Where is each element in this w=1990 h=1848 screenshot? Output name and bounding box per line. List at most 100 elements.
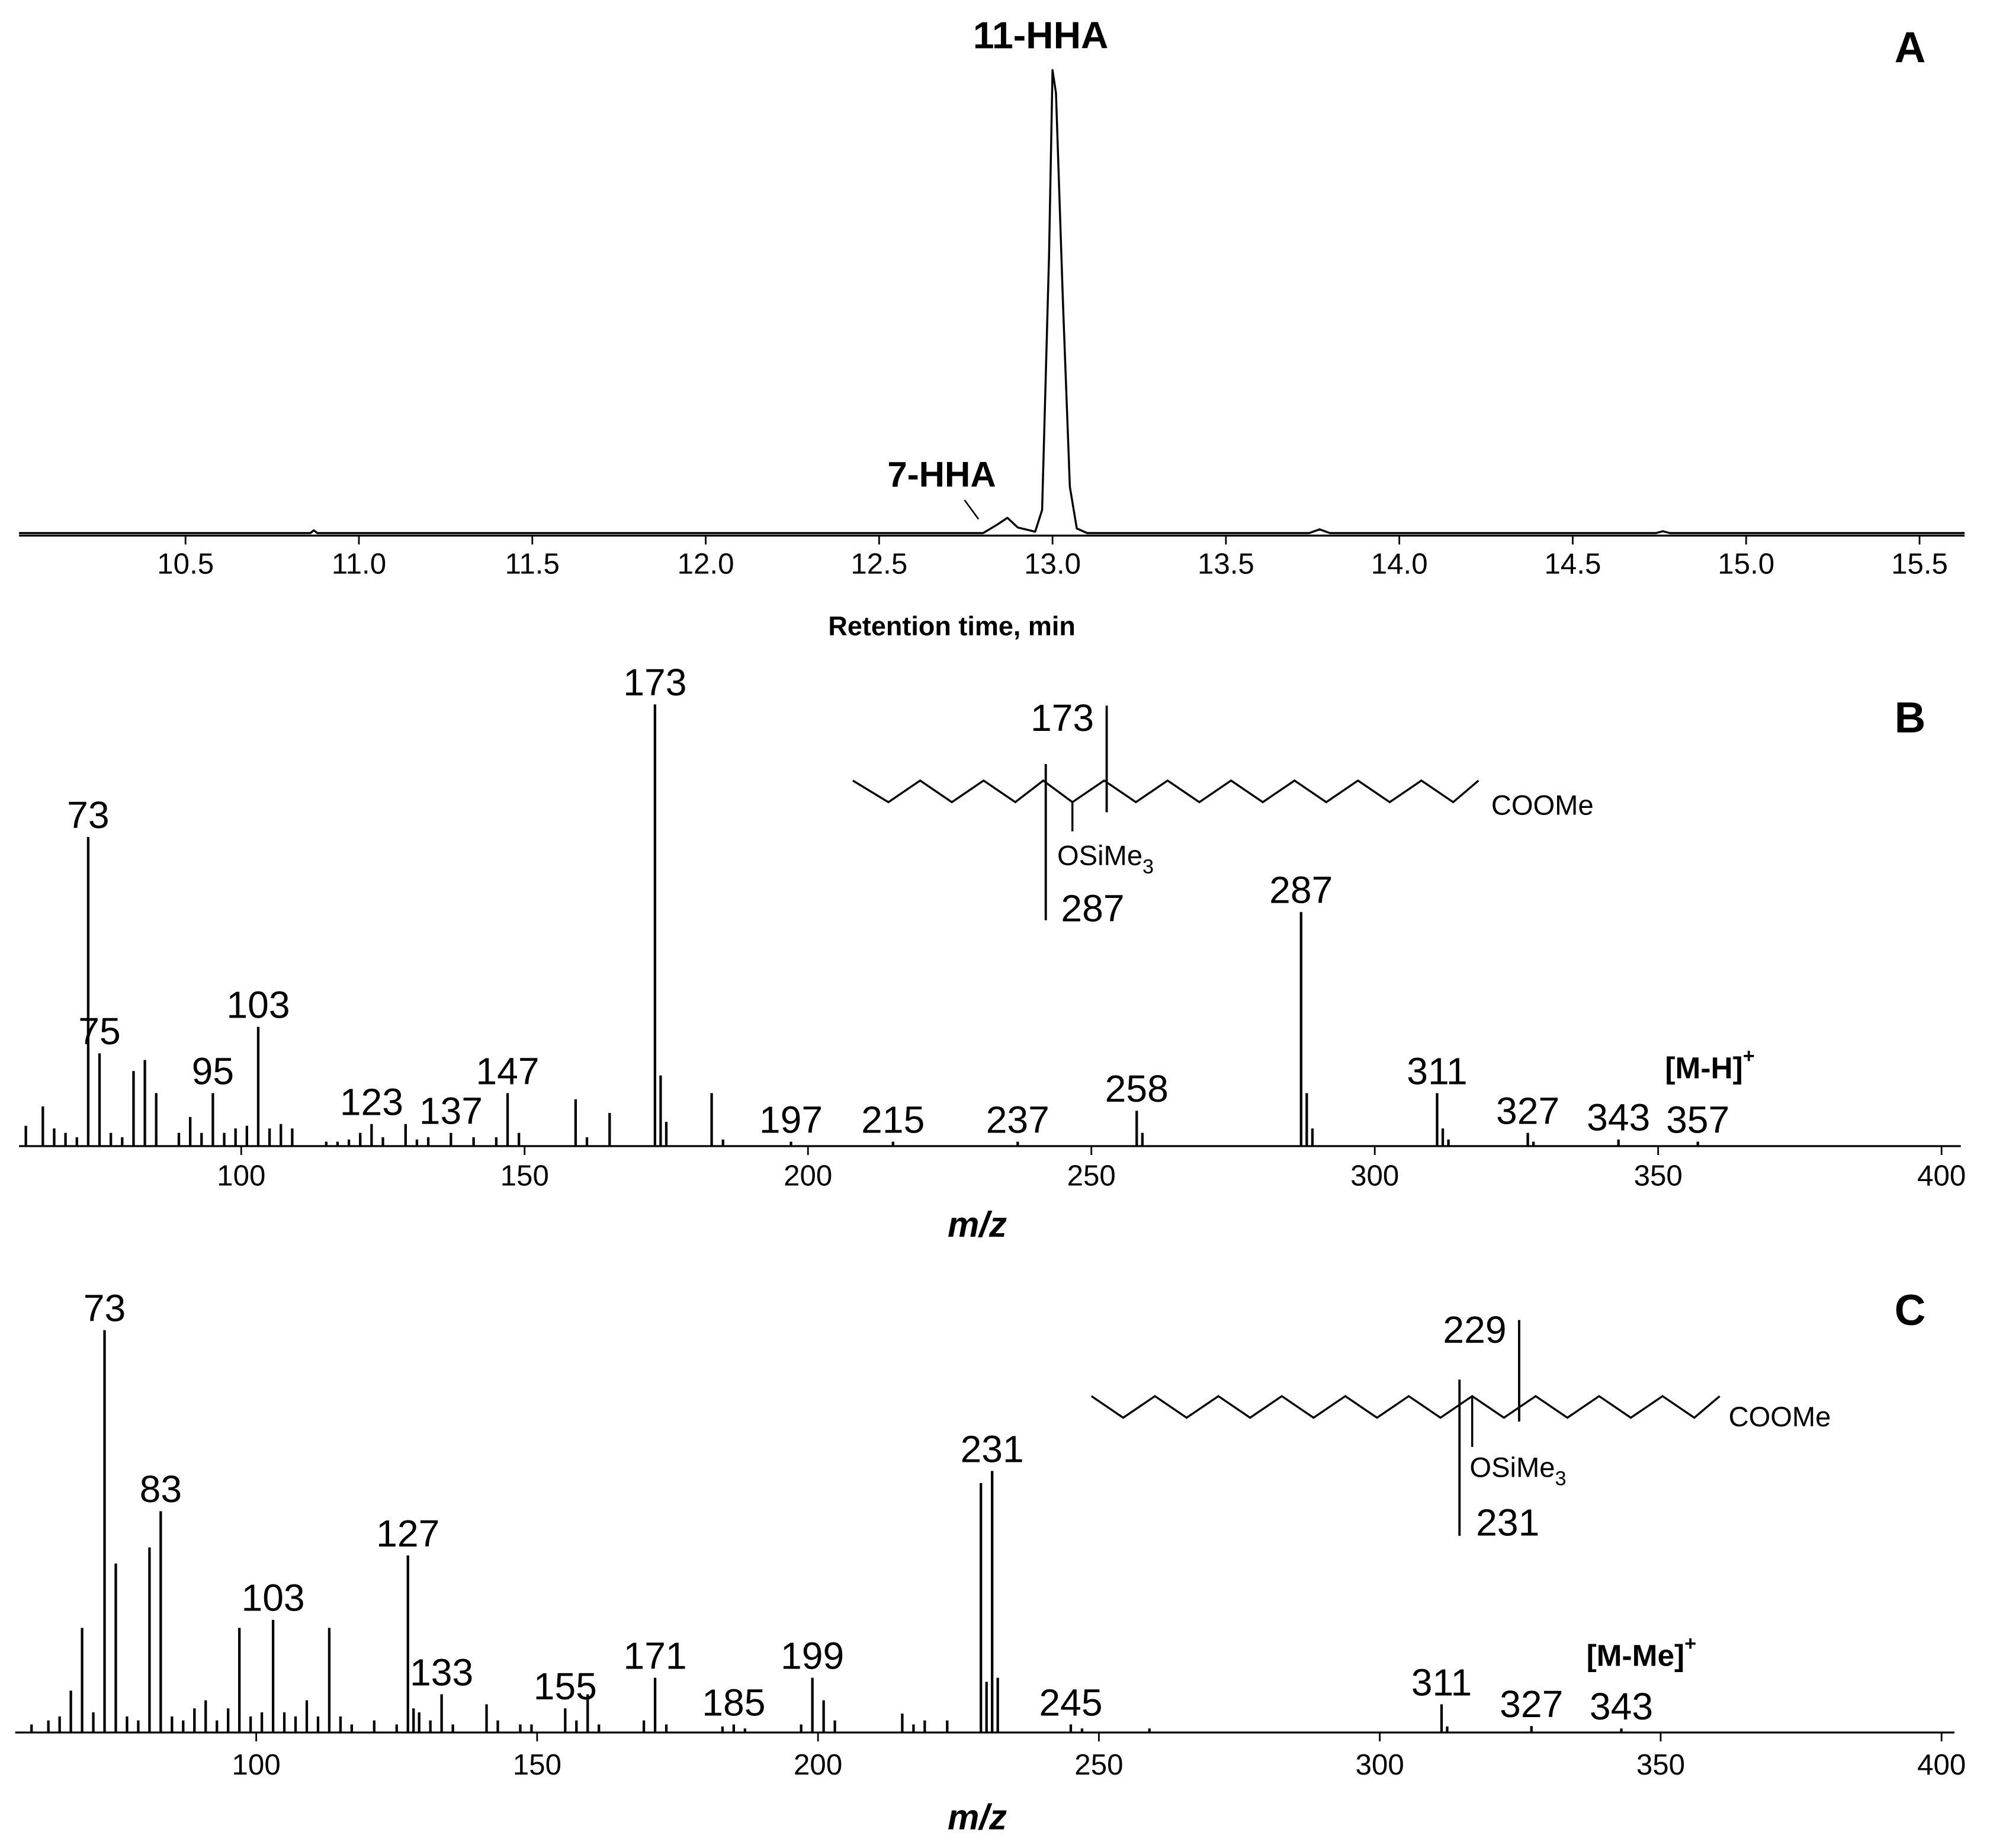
peak-label: 123	[340, 1081, 403, 1124]
peak-bar	[653, 1677, 657, 1732]
peak-bar	[564, 1708, 567, 1732]
ion-label: [M-Me]+	[1587, 1632, 1697, 1672]
peak-bar	[370, 1124, 373, 1146]
peak-label: 327	[1500, 1683, 1563, 1725]
peak-bar	[325, 1141, 328, 1146]
peak-bar	[450, 1132, 452, 1146]
x-tick-label: 400	[1917, 1748, 1966, 1781]
panel-a: A 11-HHA 7-HHA Retention time, min 10.5 1…	[19, 14, 1965, 641]
peak-bar	[991, 1471, 994, 1732]
peak-bar	[381, 1137, 384, 1146]
peak-bar	[143, 1060, 146, 1146]
peak-label: 127	[376, 1512, 439, 1555]
peak-bar	[359, 1132, 362, 1146]
peak-bar	[238, 1628, 241, 1732]
peak-bar	[159, 1511, 162, 1732]
peak-bar	[41, 1106, 44, 1146]
peak-label: 343	[1587, 1096, 1650, 1139]
peak-bar	[800, 1724, 803, 1732]
peak-label: 311	[1411, 1661, 1472, 1703]
peak-bar	[586, 1694, 589, 1732]
peak-bar	[506, 1093, 509, 1146]
peak-bar	[171, 1716, 174, 1732]
peak-annotation: 7-HHA	[887, 455, 996, 495]
peak-bar	[1446, 1726, 1449, 1732]
peak-bar	[721, 1726, 724, 1732]
x-tick-label: 100	[217, 1160, 265, 1192]
peak-label: 231	[961, 1427, 1024, 1470]
peak-bar	[1441, 1128, 1445, 1146]
group-subscript: 3	[1142, 856, 1154, 878]
peak-bar	[440, 1694, 443, 1732]
peak-bar	[227, 1708, 230, 1732]
peak-bar	[485, 1704, 488, 1732]
structure-group: OSiMe3	[1469, 1452, 1566, 1490]
peak-bar	[216, 1720, 219, 1732]
structure-chain	[852, 779, 1479, 804]
peak-bar	[1440, 1704, 1443, 1732]
x-tick-label: 12.5	[850, 548, 907, 580]
peak-bar	[1069, 1724, 1073, 1732]
x-tick-label: 300	[1356, 1748, 1404, 1781]
peak-bar	[98, 1053, 101, 1146]
chromatogram-line	[19, 69, 1965, 534]
peak-bar	[193, 1708, 196, 1732]
peak-bar	[1696, 1141, 1699, 1146]
peak-bar	[86, 837, 90, 1146]
peak-bar	[92, 1712, 95, 1732]
cleavage-label: 287	[1061, 887, 1124, 930]
peak-bar	[280, 1124, 283, 1146]
x-tick-label: 10.5	[157, 548, 214, 580]
peak-bar	[121, 1137, 124, 1146]
peak-bar	[336, 1141, 339, 1146]
x-axis-title: m/z	[948, 1798, 1007, 1837]
ion-superscript: +	[1684, 1632, 1696, 1655]
peak-label: 173	[623, 661, 686, 704]
x-tick-label: 15.0	[1718, 548, 1774, 580]
panel-b: B 173 287 OSiMe3 COOMe [M-H]+ m/z 100 150…	[19, 661, 1966, 1244]
ion-superscript: +	[1743, 1045, 1755, 1067]
peak-bar	[189, 1116, 192, 1146]
ion-text: [M-Me]	[1587, 1638, 1685, 1672]
peak-bar	[148, 1547, 151, 1732]
peak-label: 258	[1105, 1067, 1169, 1110]
peak-bar	[530, 1724, 533, 1732]
peak-bar	[1526, 1132, 1529, 1146]
peak-bar	[833, 1720, 836, 1732]
group-text: OSiMe	[1469, 1452, 1555, 1483]
x-tick-label: 13.0	[1024, 548, 1081, 580]
peak-label: 245	[1039, 1681, 1102, 1724]
peak-bar	[598, 1724, 601, 1732]
peak-bar	[1305, 1093, 1308, 1146]
structure-end-group: COOMe	[1491, 789, 1594, 820]
peak-bar	[30, 1724, 33, 1732]
cleavage-label: 231	[1476, 1502, 1539, 1544]
x-tick-label: 14.5	[1545, 548, 1601, 580]
peak-bar	[575, 1720, 578, 1732]
peak-bar	[182, 1720, 185, 1732]
peak-bar	[923, 1720, 926, 1732]
peak-bar	[110, 1132, 113, 1146]
peak-bar	[426, 1137, 430, 1146]
peak-label: 199	[781, 1634, 844, 1677]
peak-bar	[260, 1712, 264, 1732]
peak-label: 147	[476, 1050, 539, 1092]
peak-bar	[234, 1128, 237, 1146]
peak-bar	[81, 1628, 84, 1732]
peak-bar	[132, 1071, 135, 1146]
peak-bar	[75, 1137, 78, 1146]
peak-label: 73	[84, 1287, 126, 1330]
group-text: OSiMe	[1057, 840, 1142, 871]
peak-bar	[114, 1563, 117, 1732]
peak-label: 73	[67, 794, 109, 836]
peak-bar	[732, 1724, 736, 1732]
x-tick-label: 100	[232, 1748, 281, 1781]
peak-bar	[665, 1724, 668, 1732]
peak-bar	[316, 1716, 320, 1732]
leader-line	[964, 499, 980, 520]
peak-bar	[47, 1720, 50, 1732]
peak-bar	[256, 1026, 260, 1146]
peak-bar	[653, 704, 657, 1146]
ion-label: [M-H]+	[1665, 1045, 1754, 1085]
